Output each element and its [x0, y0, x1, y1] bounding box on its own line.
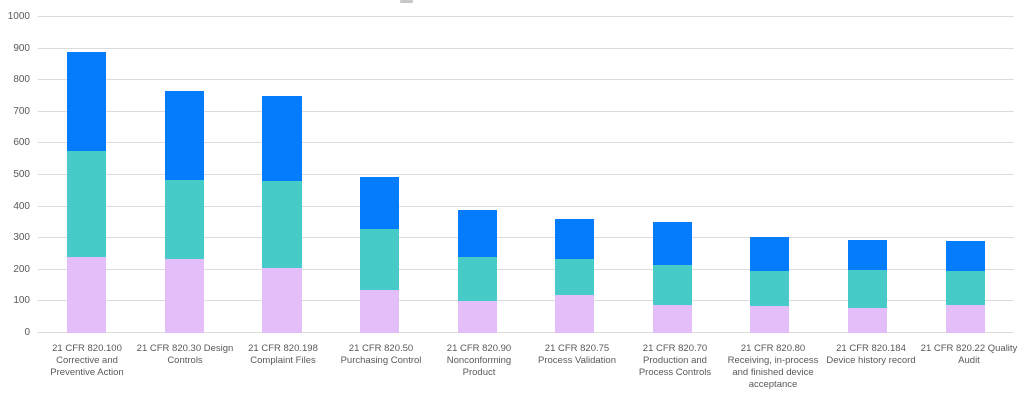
bar-segment-lavender	[262, 268, 302, 333]
x-axis-labels: 21 CFR 820.100 Corrective and Preventive…	[38, 343, 1017, 391]
x-category-label: 21 CFR 820.90 Nonconforming Product	[446, 343, 512, 378]
x-category-slot: 21 CFR 820.22 Quality Audit	[920, 343, 1018, 391]
x-category-label: 21 CFR 820.75 Process Validation	[538, 343, 616, 366]
x-category-slot: 21 CFR 820.90 Nonconforming Product	[430, 343, 528, 391]
y-tick-label: 300	[13, 232, 30, 244]
x-category-label: 21 CFR 820.22 Quality Audit	[920, 343, 1018, 366]
x-category-slot: 21 CFR 820.70 Production and Process Con…	[626, 343, 724, 391]
y-tick-label: 0	[24, 327, 30, 338]
x-category-label: 21 CFR 820.70 Production and Process Con…	[638, 343, 712, 378]
gridline	[38, 332, 1014, 333]
bars-row	[38, 17, 1014, 333]
bar-group	[428, 17, 526, 333]
y-axis: 0 100 200 300 400 500 600 700 800 900 1000	[0, 11, 30, 338]
x-category-label: 21 CFR 820.50 Purchasing Control	[340, 343, 422, 366]
x-category-label: 21 CFR 820.100 Corrective and Preventive…	[50, 343, 124, 378]
gridline	[38, 142, 1014, 144]
bar-group	[819, 17, 917, 333]
y-tick-label: 1000	[7, 11, 30, 22]
stacked-bar	[67, 17, 107, 333]
bar-segment-lavender	[555, 295, 595, 333]
bar-segment-blue	[262, 96, 302, 182]
bar-group	[233, 17, 331, 333]
bar-segment-teal	[848, 269, 888, 308]
gridline	[38, 300, 1014, 302]
bar-segment-blue	[67, 51, 107, 152]
bar-group	[916, 17, 1014, 333]
y-tick-label: 600	[13, 137, 30, 149]
bar-group	[331, 17, 429, 333]
bar-segment-lavender	[848, 307, 888, 333]
y-tick-label: 800	[13, 74, 30, 86]
bar-segment-blue	[360, 176, 400, 229]
bar-segment-teal	[945, 271, 985, 305]
bar-segment-teal	[555, 258, 595, 296]
y-tick-label: 900	[13, 42, 30, 54]
x-category-slot: 21 CFR 820.80 Receiving, in-process and …	[724, 343, 822, 391]
x-category-label: 21 CFR 820.184 Device history record	[826, 343, 916, 366]
bar-segment-lavender	[652, 304, 692, 333]
bar-segment-lavender	[457, 301, 497, 333]
gridline	[38, 16, 1014, 17]
x-category-slot: 21 CFR 820.198 Complaint Files	[234, 343, 332, 391]
bar-segment-blue	[750, 236, 790, 272]
stacked-bar	[555, 17, 595, 333]
plot-area	[38, 16, 1014, 333]
bar-group	[721, 17, 819, 333]
bar-group	[624, 17, 722, 333]
x-category-label: 21 CFR 820.198 Complaint Files	[248, 343, 318, 366]
bar-group	[136, 17, 234, 333]
y-tick-label: 100	[13, 295, 30, 307]
clipped-chart-title-fragment	[400, 0, 413, 3]
bar-segment-lavender	[67, 257, 107, 333]
bar-segment-blue	[945, 241, 985, 272]
bar-group	[38, 17, 136, 333]
bar-segment-lavender	[360, 290, 400, 333]
gridline	[38, 47, 1014, 49]
y-tick-label: 700	[13, 105, 30, 117]
stacked-bar	[652, 17, 692, 333]
gridline	[38, 79, 1014, 81]
y-tick-label: 500	[13, 169, 30, 180]
stacked-bar	[360, 17, 400, 333]
stacked-bar	[848, 17, 888, 333]
gridline	[38, 174, 1014, 175]
x-category-label: 21 CFR 820.80 Receiving, in-process and …	[727, 343, 819, 390]
stacked-bar	[262, 17, 302, 333]
bar-group	[526, 17, 624, 333]
bar-segment-blue	[652, 222, 692, 266]
gridline	[38, 205, 1014, 207]
gridline	[38, 237, 1014, 239]
bar-segment-teal	[164, 179, 204, 259]
bar-segment-teal	[360, 228, 400, 291]
x-category-slot: 21 CFR 820.30 Design Controls	[136, 343, 234, 391]
gridline	[38, 110, 1014, 112]
bar-segment-teal	[457, 257, 497, 302]
bar-segment-teal	[652, 265, 692, 305]
bar-segment-teal	[262, 181, 302, 269]
stacked-bar	[164, 17, 204, 333]
x-category-slot: 21 CFR 820.100 Corrective and Preventive…	[38, 343, 136, 391]
y-tick-label: 200	[13, 263, 30, 275]
x-category-slot: 21 CFR 820.75 Process Validation	[528, 343, 626, 391]
bar-segment-lavender	[164, 258, 204, 333]
x-category-label: 21 CFR 820.30 Design Controls	[136, 343, 234, 366]
x-category-slot: 21 CFR 820.50 Purchasing Control	[332, 343, 430, 391]
y-tick-label: 400	[13, 200, 30, 212]
x-category-slot: 21 CFR 820.184 Device history record	[822, 343, 920, 391]
bar-segment-blue	[555, 219, 595, 259]
bar-segment-teal	[67, 151, 107, 258]
gridline	[38, 268, 1014, 270]
bar-segment-blue	[848, 239, 888, 270]
stacked-bar	[750, 17, 790, 333]
stacked-bar	[945, 17, 985, 333]
bar-segment-lavender	[945, 304, 985, 333]
stacked-bar	[457, 17, 497, 333]
bar-segment-lavender	[750, 306, 790, 333]
bar-segment-blue	[164, 91, 204, 180]
bar-segment-blue	[457, 209, 497, 258]
bar-segment-teal	[750, 271, 790, 307]
